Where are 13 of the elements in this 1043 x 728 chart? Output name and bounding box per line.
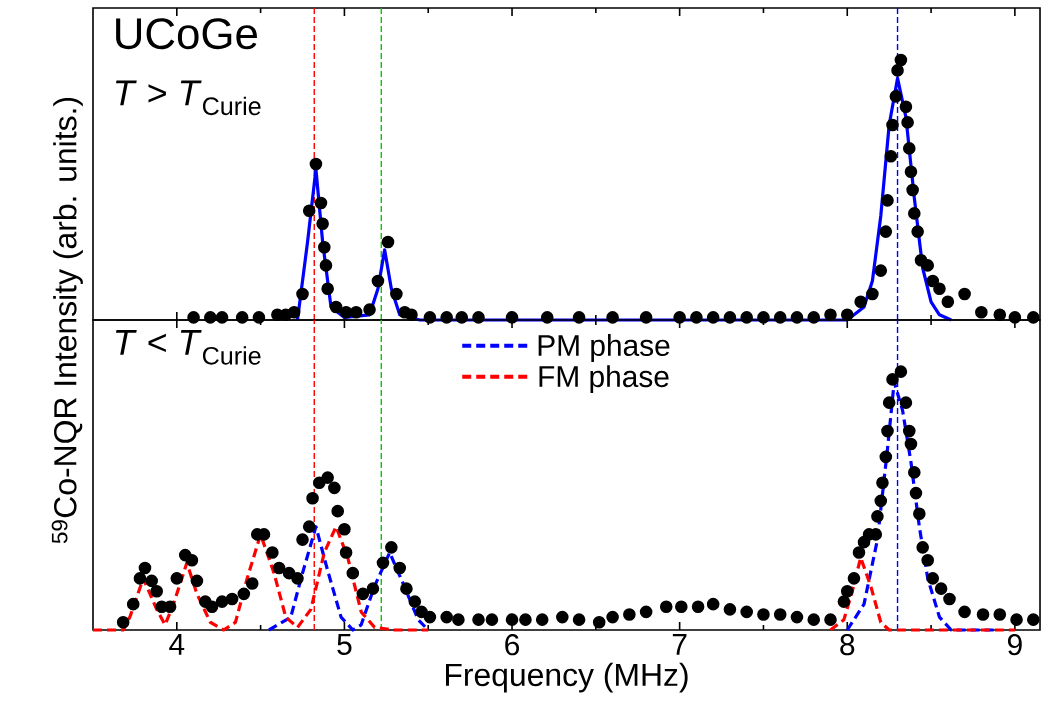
x-tick-label: 8: [840, 634, 855, 656]
x-axis-title: Frequency (MHz): [446, 662, 688, 693]
legend-label: FM phase: [539, 365, 669, 394]
y-axis-title: $^{59}$Co-NQR Intensity (arb. units.): [51, 97, 83, 544]
x-tick-label: 6: [505, 634, 520, 656]
x-tick-label: 5: [337, 634, 352, 655]
legend-label: PM phase: [538, 334, 670, 362]
x-tick-label: 9: [1007, 634, 1022, 656]
text: T < T$_{Curie}$: [115, 330, 261, 365]
text: UCoGe: [116, 18, 257, 50]
x-tick-label: 7: [672, 634, 687, 655]
annotation: T > T$_{Curie}$: [115, 80, 261, 116]
x-tick-label: 4: [169, 634, 185, 655]
